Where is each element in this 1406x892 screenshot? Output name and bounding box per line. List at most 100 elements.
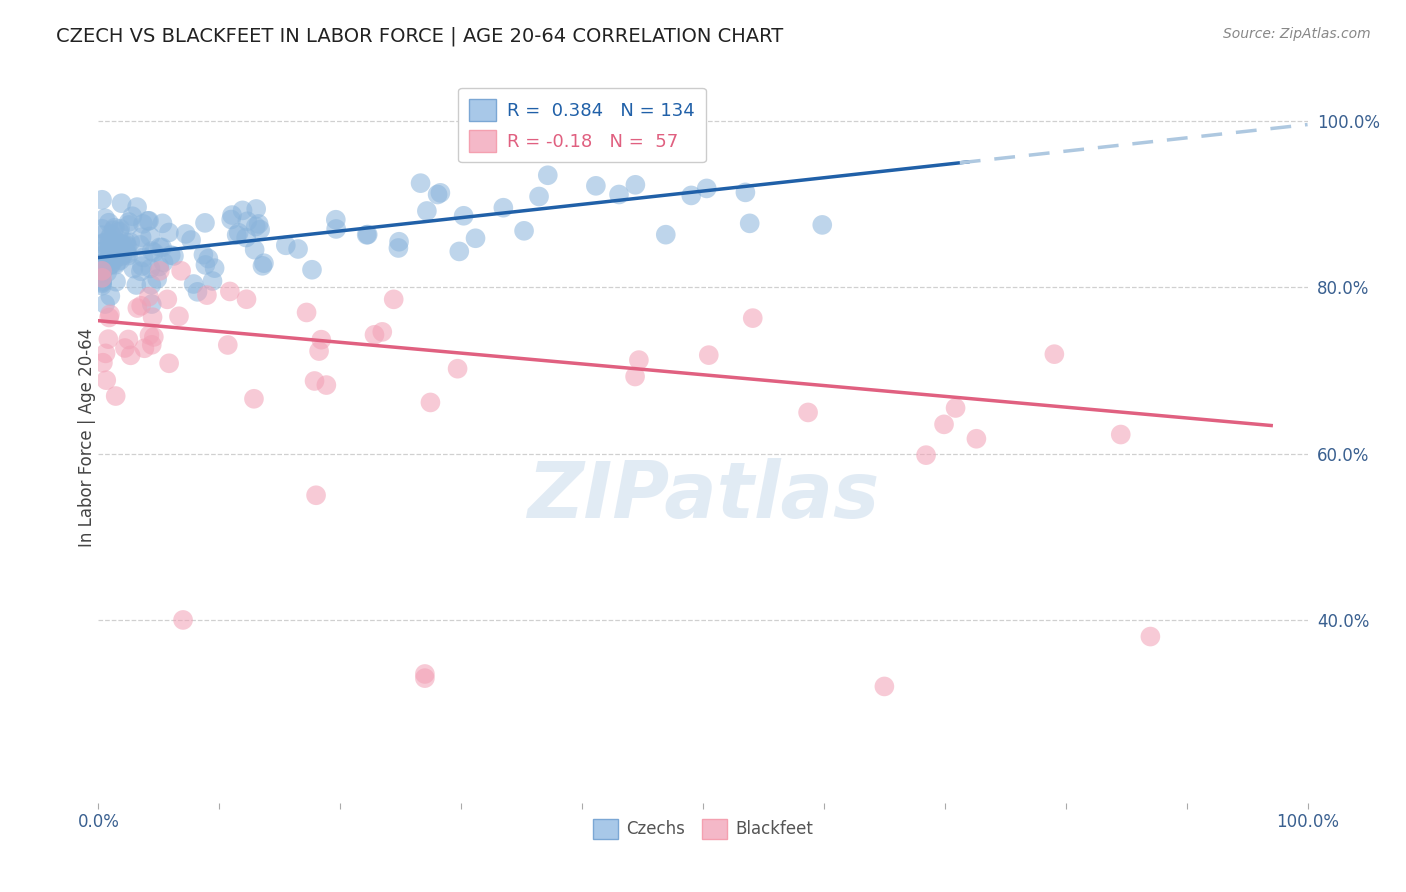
Point [228, 226, 250, 240]
Point [1109, 427, 1132, 442]
Point [93, 235, 115, 250]
Point [91, 277, 114, 291]
Point [156, 293, 179, 307]
Point [235, 292, 257, 306]
Point [152, 216, 174, 230]
Point [101, 236, 124, 251]
Point [96, 373, 118, 387]
Point [91, 261, 114, 276]
Point [105, 275, 128, 289]
Point [218, 285, 240, 299]
Point [141, 277, 163, 292]
Point [143, 245, 166, 260]
Point [170, 264, 193, 278]
Point [111, 249, 134, 263]
Point [811, 218, 834, 232]
Point [114, 341, 136, 355]
Point [108, 221, 131, 235]
Point [388, 235, 411, 249]
Point [492, 201, 515, 215]
Point [252, 259, 274, 273]
Point [243, 392, 266, 406]
Point [873, 680, 896, 694]
Point [129, 264, 152, 278]
Point [537, 168, 560, 182]
Point [138, 214, 160, 228]
Point [413, 667, 436, 681]
Point [174, 227, 197, 241]
Point [243, 243, 266, 257]
Point [117, 333, 139, 347]
Point [197, 252, 219, 266]
Point [98, 231, 121, 245]
Point [104, 220, 127, 235]
Point [287, 242, 309, 256]
Point [305, 488, 328, 502]
Point [464, 231, 486, 245]
Point [236, 214, 259, 228]
Point [382, 293, 405, 307]
Point [146, 272, 169, 286]
Point [91, 267, 114, 281]
Point [121, 209, 143, 223]
Point [98, 307, 121, 321]
Point [797, 405, 820, 419]
Point [98, 248, 121, 262]
Point [117, 239, 139, 253]
Point [419, 395, 441, 409]
Point [148, 260, 170, 274]
Point [91, 221, 114, 235]
Point [138, 290, 160, 304]
Point [426, 187, 449, 202]
Point [94, 245, 117, 260]
Point [91, 237, 114, 252]
Point [108, 253, 131, 268]
Point [94, 346, 117, 360]
Point [357, 227, 380, 242]
Point [150, 240, 173, 254]
Point [696, 181, 718, 195]
Point [115, 246, 138, 260]
Point [115, 237, 138, 252]
Point [157, 226, 180, 240]
Point [624, 369, 647, 384]
Point [157, 356, 180, 370]
Point [142, 310, 165, 325]
Point [247, 217, 270, 231]
Point [204, 261, 226, 276]
Point [149, 240, 172, 254]
Point [111, 237, 134, 252]
Legend: Czechs, Blackfeet: Czechs, Blackfeet [586, 812, 820, 846]
Point [152, 255, 174, 269]
Point [91, 193, 114, 207]
Point [91, 260, 114, 274]
Point [585, 178, 607, 193]
Point [97, 216, 120, 230]
Point [101, 240, 124, 254]
Point [245, 219, 267, 234]
Point [965, 432, 987, 446]
Point [253, 256, 276, 270]
Point [91, 275, 114, 289]
Point [932, 417, 955, 432]
Point [94, 297, 117, 311]
Point [409, 176, 432, 190]
Point [734, 186, 756, 200]
Point [311, 333, 333, 347]
Point [139, 261, 162, 276]
Point [149, 264, 172, 278]
Point [915, 448, 938, 462]
Point [136, 214, 159, 228]
Point [325, 222, 347, 236]
Point [232, 203, 254, 218]
Point [132, 217, 155, 231]
Point [117, 249, 139, 263]
Point [274, 238, 297, 252]
Text: Source: ZipAtlas.com: Source: ZipAtlas.com [1223, 27, 1371, 41]
Point [100, 257, 122, 271]
Point [235, 230, 257, 244]
Point [413, 671, 436, 685]
Point [186, 285, 208, 299]
Point [697, 348, 720, 362]
Point [91, 244, 114, 259]
